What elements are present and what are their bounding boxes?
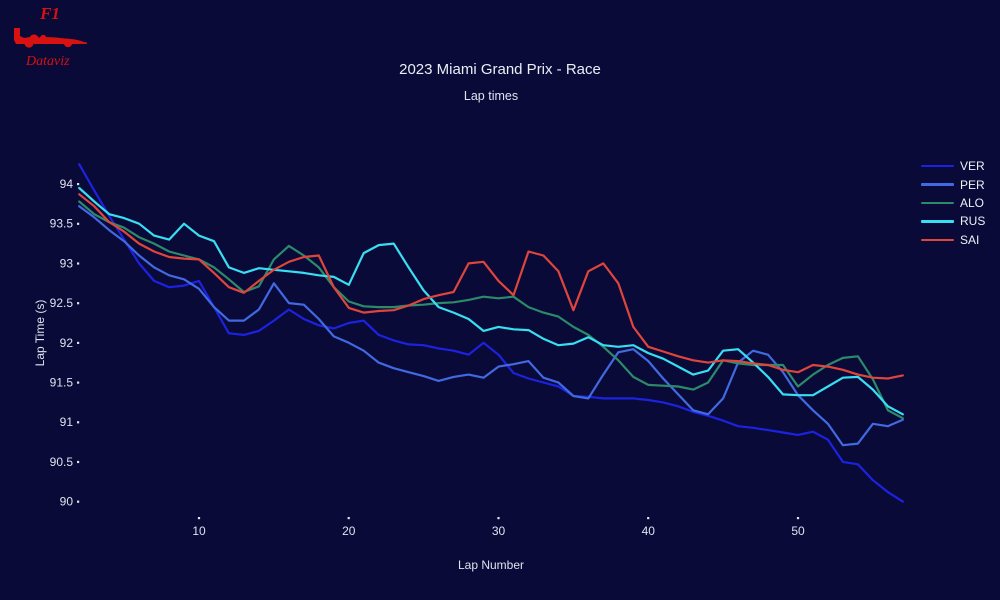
legend-item-PER[interactable]: PER [921,175,985,193]
y-tick-mark [77,381,80,384]
legend-item-ALO[interactable]: ALO [921,194,985,212]
y-tick-label: 90.5 [50,455,74,469]
x-tick-mark [497,517,500,520]
y-tick-mark [77,500,80,503]
legend-item-RUS[interactable]: RUS [921,212,985,230]
legend-line-swatch-PER [921,183,954,186]
y-tick-label: 91.5 [50,376,74,390]
series-line-PER [78,205,904,447]
legend-item-VER[interactable]: VER [921,157,985,175]
y-tick-mark [77,421,80,424]
legend-line-swatch-SAI [921,238,954,241]
series-line-RUS [78,186,904,416]
y-tick-mark [77,262,80,265]
series-line-SAI [78,193,904,380]
legend-label-ALO: ALO [960,195,985,210]
y-tick-label: 92.5 [50,296,74,310]
legend-line-swatch-ALO [921,201,954,205]
legend-label-PER: PER [960,177,985,192]
legend: VER PER ALO RUS SAI [921,157,985,249]
series-line-VER [78,163,904,503]
chart-title: 2023 Miami Grand Prix - Race [399,61,601,78]
x-tick-label: 20 [342,524,356,538]
y-tick-mark [77,341,80,344]
y-tick-mark [77,183,80,186]
legend-item-SAI[interactable]: SAI [921,231,985,249]
x-axis-title: Lap Number [457,558,525,572]
y-tick-mark [77,302,80,305]
logo-f1-text: F1 [40,4,60,23]
y-tick-mark [77,460,80,464]
y-tick-label: 90 [60,495,74,509]
y-tick-label: 93 [60,256,74,270]
y-axis-title: Lap Time (s) [33,299,47,367]
y-tick-label: 92 [60,336,74,350]
x-tick-label: 30 [492,524,506,538]
chart-subtitle: Lap times [463,89,519,103]
x-tick-label: 40 [642,524,656,538]
x-tick-label: 10 [192,524,206,538]
y-tick-mark [77,222,80,225]
legend-label-SAI: SAI [960,232,980,247]
logo-dataviz-text: Dataviz [26,54,70,69]
x-tick-mark [647,517,650,520]
legend-label-RUS: RUS [960,214,986,229]
x-tick-mark [197,517,201,520]
legend-line-swatch-RUS [921,220,954,223]
y-tick-label: 94 [60,177,74,191]
y-tick-label: 93.5 [50,217,74,231]
f1-car-icon [12,26,100,53]
x-tick-mark [796,517,800,520]
f1-dataviz-logo: F1 Dataviz [10,4,100,74]
series-line-ALO [78,200,904,420]
legend-label-VER: VER [960,159,985,174]
legend-line-swatch-VER [921,164,954,168]
x-tick-mark [347,517,350,520]
x-tick-label: 50 [791,524,805,538]
y-tick-label: 91 [60,415,74,429]
